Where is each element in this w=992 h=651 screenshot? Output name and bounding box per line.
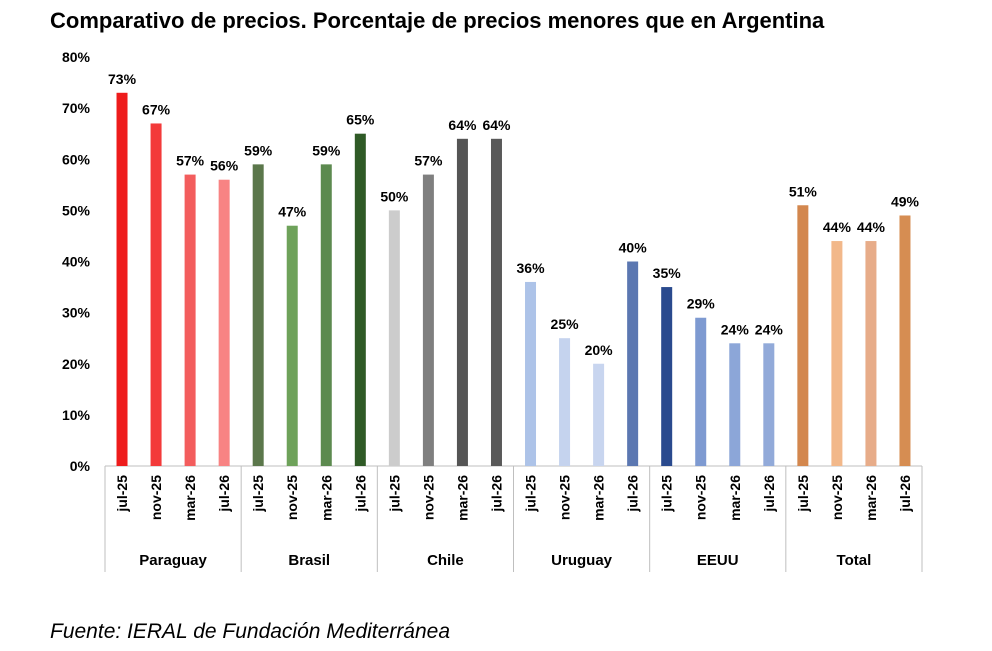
x-tick-label: jul-26 bbox=[352, 475, 368, 513]
x-tick-label: jul-25 bbox=[659, 475, 675, 513]
data-label: 64% bbox=[448, 117, 477, 133]
x-tick-label: jul-25 bbox=[795, 475, 811, 513]
y-tick-label: 0% bbox=[70, 458, 91, 474]
x-tick-label: mar-26 bbox=[182, 475, 198, 521]
data-label: 51% bbox=[789, 183, 818, 199]
bar bbox=[252, 164, 264, 467]
bars-layer bbox=[116, 92, 911, 467]
bar bbox=[184, 174, 196, 466]
y-tick-label: 10% bbox=[62, 407, 91, 423]
data-label: 67% bbox=[142, 101, 171, 117]
bar bbox=[525, 281, 537, 466]
bar bbox=[150, 123, 162, 467]
bar bbox=[695, 317, 707, 466]
x-tick-label: nov-25 bbox=[284, 475, 300, 520]
data-label: 29% bbox=[687, 296, 716, 312]
bar bbox=[627, 261, 639, 466]
data-label: 24% bbox=[721, 321, 750, 337]
data-label: 44% bbox=[857, 219, 886, 235]
data-label: 20% bbox=[585, 342, 614, 358]
bar bbox=[661, 287, 673, 466]
x-tick-label: mar-26 bbox=[863, 475, 879, 521]
data-label: 40% bbox=[619, 240, 648, 256]
data-label: 73% bbox=[108, 71, 137, 87]
x-tick-label: nov-25 bbox=[420, 475, 436, 520]
x-tick-label: jul-26 bbox=[625, 475, 641, 513]
bar bbox=[388, 210, 400, 466]
data-label: 25% bbox=[551, 316, 580, 332]
data-label: 59% bbox=[312, 142, 341, 158]
bar bbox=[899, 215, 911, 466]
bar bbox=[797, 205, 809, 466]
bar bbox=[729, 343, 741, 466]
x-tick-label: jul-25 bbox=[114, 475, 130, 513]
x-tick-label: jul-25 bbox=[250, 475, 266, 513]
x-tick-label: nov-25 bbox=[829, 475, 845, 520]
y-tick-label: 70% bbox=[62, 100, 91, 116]
bar bbox=[865, 241, 877, 466]
x-tick-label: mar-26 bbox=[318, 475, 334, 521]
data-label: 57% bbox=[414, 153, 443, 169]
x-tick-label: nov-25 bbox=[557, 475, 573, 520]
bar bbox=[593, 363, 605, 466]
bar bbox=[831, 241, 843, 466]
group-label: Paraguay bbox=[139, 552, 207, 569]
group-label: Uruguay bbox=[551, 552, 613, 569]
y-tick-label: 20% bbox=[62, 356, 91, 372]
x-tick-label: jul-25 bbox=[386, 475, 402, 513]
y-tick-label: 80% bbox=[62, 49, 91, 65]
x-tick-label: jul-26 bbox=[761, 475, 777, 513]
bar bbox=[320, 164, 332, 467]
y-tick-label: 40% bbox=[62, 254, 91, 270]
axis-layer: 0% 10% 20% 30% 40% 50% 60% 70% 80% bbox=[62, 49, 923, 572]
data-label: 24% bbox=[755, 321, 784, 337]
bar bbox=[422, 174, 434, 466]
x-tick-label: mar-26 bbox=[727, 475, 743, 521]
y-tick-label: 60% bbox=[62, 151, 91, 167]
data-label: 56% bbox=[210, 158, 239, 174]
chart-title: Comparativo de precios. Porcentaje de pr… bbox=[50, 8, 825, 33]
data-label: 65% bbox=[346, 112, 375, 128]
data-label: 35% bbox=[653, 265, 682, 281]
bar bbox=[218, 179, 230, 466]
data-label: 49% bbox=[891, 193, 920, 209]
x-tick-label: jul-26 bbox=[216, 475, 232, 513]
labels-layer: 73% jul-25 67% nov-25 57% mar-26 56% jul-26 Para… bbox=[108, 71, 920, 569]
bar bbox=[286, 225, 298, 466]
x-tick-label: mar-26 bbox=[454, 475, 470, 521]
data-label: 64% bbox=[482, 117, 511, 133]
data-label: 44% bbox=[823, 219, 852, 235]
x-tick-label: mar-26 bbox=[591, 475, 607, 521]
y-tick-label: 30% bbox=[62, 305, 91, 321]
group-label: EEUU bbox=[697, 552, 739, 569]
data-label: 50% bbox=[380, 188, 409, 204]
x-tick-label: nov-25 bbox=[148, 475, 164, 520]
bar bbox=[354, 133, 366, 466]
bar bbox=[559, 338, 571, 466]
group-label: Total bbox=[837, 552, 872, 569]
data-label: 36% bbox=[517, 260, 546, 276]
bar bbox=[490, 138, 502, 467]
x-tick-label: jul-26 bbox=[897, 475, 913, 513]
bar bbox=[763, 343, 775, 466]
x-tick-label: jul-25 bbox=[523, 475, 539, 513]
data-label: 59% bbox=[244, 142, 273, 158]
y-tick-label: 50% bbox=[62, 202, 91, 218]
group-label: Brasil bbox=[288, 552, 330, 569]
bar bbox=[116, 92, 128, 466]
chart-source: Fuente: IERAL de Fundación Mediterránea bbox=[50, 620, 451, 643]
group-label: Chile bbox=[427, 552, 464, 569]
bar bbox=[456, 138, 468, 467]
x-tick-label: nov-25 bbox=[693, 475, 709, 520]
data-label: 57% bbox=[176, 153, 205, 169]
x-tick-label: jul-26 bbox=[488, 475, 504, 513]
data-label: 47% bbox=[278, 204, 307, 220]
